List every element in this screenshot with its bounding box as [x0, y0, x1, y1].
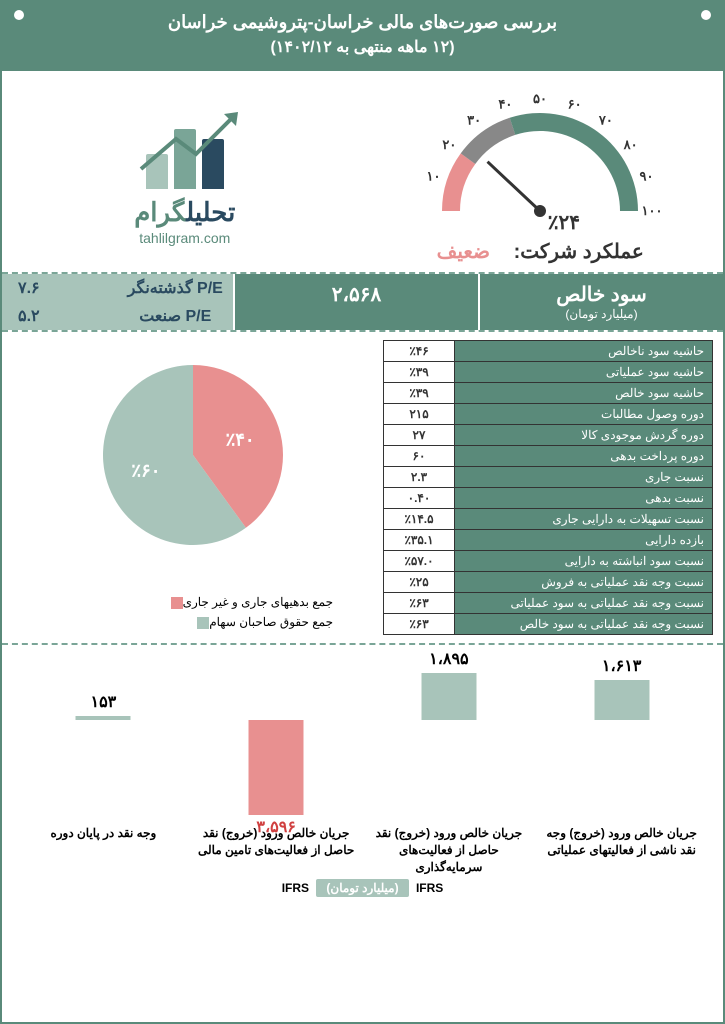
logo-bars-icon [146, 99, 224, 189]
performance-label: عملکرد شرکت: [514, 241, 644, 263]
svg-text:٪۶۰: ٪۶۰ [131, 460, 160, 480]
table-row: نسبت وجه نقد عملیاتی به سود خالص٪۶۳ [384, 614, 712, 634]
cashflow-chart: ۱،۶۱۳۱،۸۹۵۳،۵۹۶۱۵۳ [17, 655, 708, 825]
header-title: بررسی صورت‌های مالی خراسان-پتروشیمی خراس… [2, 12, 723, 33]
pe-trailing-value: ۷.۶ [2, 274, 118, 302]
svg-text:۷۰: ۷۰ [598, 112, 613, 127]
net-profit-value-cell: ۲،۵۶۸ [233, 274, 478, 330]
performance-gauge: ۱۰ ۲۰ ۳۰ ۴۰ ۵۰ ۶۰ ۷۰ ۸۰ ۹۰ ۱۰۰ ٪۲۴ عملکرد شرکت: ضع… [373, 81, 709, 264]
table-row: دوره گردش موجودی کالا۲۷ [384, 425, 712, 446]
cashflow-footer: IFRS (میلیارد تومان) IFRS [17, 881, 708, 895]
table-row: بازده دارایی٪۳۵.۱ [384, 530, 712, 551]
table-row: حاشیه سود ناخالص٪۴۶ [384, 341, 712, 362]
svg-text:۵۰: ۵۰ [533, 91, 547, 106]
svg-text:۸۰: ۸۰ [623, 137, 638, 152]
pie-box: ٪۴۰ ٪۶۰ جمع بدهیهای جاری و غیر جاری جمع حق… [12, 340, 383, 635]
pe-cell: P/E گذشته‌نگر ۷.۶ P/E صنعت ۵.۲ [2, 274, 233, 330]
cashflow-bar: ۱،۸۹۵ [363, 655, 536, 825]
cashflow-bar: ۳،۵۹۶ [190, 655, 363, 825]
table-row: دوره وصول مطالبات۲۱۵ [384, 404, 712, 425]
svg-text:۲۰: ۲۰ [443, 137, 457, 152]
table-row: نسبت وجه نقد عملیاتی به فروش٪۲۵ [384, 572, 712, 593]
table-row: نسبت وجه نقد عملیاتی به سود عملیاتی٪۶۳ [384, 593, 712, 614]
cashflow-bar: ۱۵۳ [17, 655, 190, 825]
svg-text:۶۰: ۶۰ [568, 96, 582, 111]
report-page: بررسی صورت‌های مالی خراسان-پتروشیمی خراس… [0, 0, 725, 1024]
table-row: حاشیه سود عملیاتی٪۳۹ [384, 362, 712, 383]
svg-text:۳۰: ۳۰ [467, 112, 481, 127]
brand-logo: تحلیلگرام tahlilgram.com [17, 81, 353, 264]
svg-text:۱۰: ۱۰ [427, 168, 441, 183]
mid-section: حاشیه سود ناخالص٪۴۶حاشیه سود عملیاتی٪۳۹ح… [2, 332, 723, 645]
svg-text:۴۰: ۴۰ [499, 96, 513, 111]
table-row: حاشیه سود خالص٪۳۹ [384, 383, 712, 404]
svg-text:٪۲۴: ٪۲۴ [548, 212, 580, 234]
logo-url: tahlilgram.com [139, 230, 230, 246]
cashflow-bar: ۱،۶۱۳ [535, 655, 708, 825]
performance-line: عملکرد شرکت: ضعیف [373, 239, 709, 264]
header-subtitle: (۱۲ ماهه منتهی به ۱۴۰۲/۱۲) [2, 37, 723, 57]
cashflow-labels: جریان خالص ورود (خروج) وجه نقد ناشی از ف… [17, 825, 708, 875]
table-row: نسبت سود انباشته به دارایی٪۵۷.۰ [384, 551, 712, 572]
svg-text:۱۰۰: ۱۰۰ [642, 203, 663, 218]
pie-legend: جمع بدهیهای جاری و غیر جاری جمع حقوق صاحب… [22, 595, 363, 629]
ratios-table: حاشیه سود ناخالص٪۴۶حاشیه سود عملیاتی٪۳۹ح… [383, 340, 713, 635]
pe-industry-value: ۵.۲ [2, 302, 118, 330]
legend-item: جمع حقوق صاحبان سهام [22, 615, 333, 629]
svg-text:۹۰: ۹۰ [640, 168, 654, 183]
pe-trailing-label: P/E گذشته‌نگر [118, 274, 234, 302]
page-header: بررسی صورت‌های مالی خراسان-پتروشیمی خراس… [2, 2, 723, 71]
logo-text: تحلیلگرام [134, 197, 235, 228]
summary-row: سود خالص (میلیارد تومان) ۲،۵۶۸ P/E گذشته… [2, 274, 723, 332]
pe-industry-label: P/E صنعت [118, 302, 234, 330]
performance-value: ضعیف [437, 241, 490, 263]
top-section: ۱۰ ۲۰ ۳۰ ۴۰ ۵۰ ۶۰ ۷۰ ۸۰ ۹۰ ۱۰۰ ٪۲۴ عملکرد شرکت: ضع… [2, 71, 723, 274]
net-profit-cell: سود خالص (میلیارد تومان) [478, 274, 723, 330]
table-row: نسبت تسهیلات به دارایی جاری٪۱۴.۵ [384, 509, 712, 530]
legend-item: جمع بدهیهای جاری و غیر جاری [22, 595, 333, 609]
table-row: دوره پرداخت بدهی۶۰ [384, 446, 712, 467]
cashflow-section: ۱،۶۱۳۱،۸۹۵۳،۵۹۶۱۵۳ جریان خالص ورود (خروج… [2, 645, 723, 895]
svg-text:٪۴۰: ٪۴۰ [225, 430, 254, 450]
gauge-icon: ۱۰ ۲۰ ۳۰ ۴۰ ۵۰ ۶۰ ۷۰ ۸۰ ۹۰ ۱۰۰ ٪۲۴ [410, 81, 670, 236]
table-row: نسبت بدهی۰.۴۰ [384, 488, 712, 509]
table-row: نسبت جاری۲.۳ [384, 467, 712, 488]
equity-pie-chart: ٪۴۰ ٪۶۰ [83, 350, 303, 570]
